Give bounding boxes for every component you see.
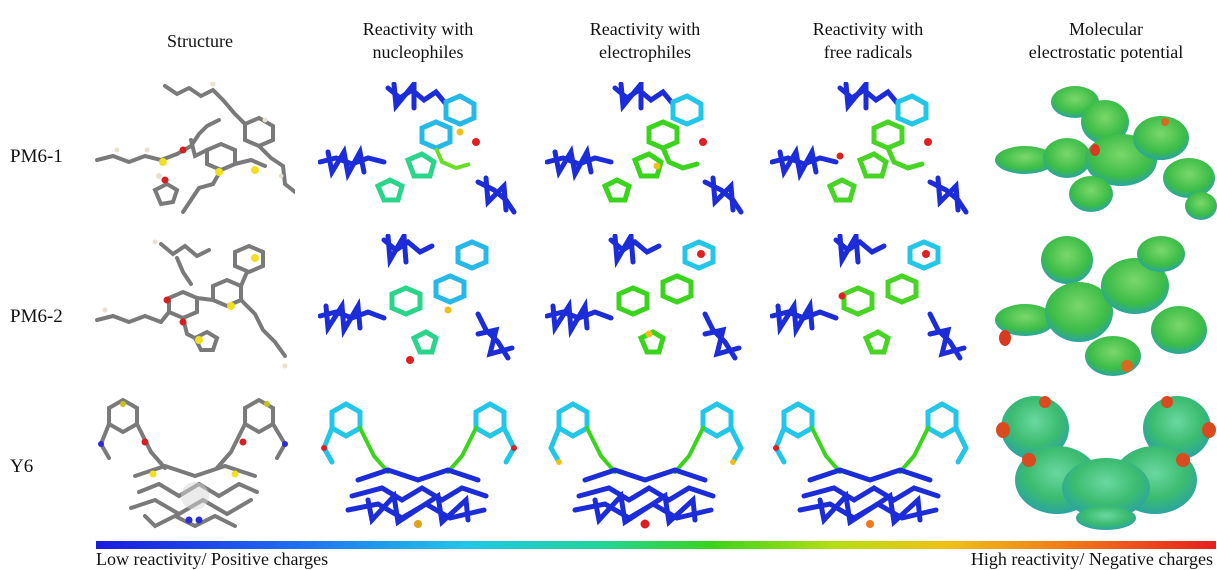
column-header-line: electrophiles: [599, 42, 691, 62]
column-header-line: Reactivity with: [812, 19, 924, 39]
column-header-line: nucleophiles: [372, 42, 464, 62]
molecule-structure-graphic: [95, 81, 295, 214]
column-header-mep: Molecular electrostatic potential: [995, 18, 1217, 64]
column-header-line: Reactivity with: [589, 19, 701, 39]
radical-reactivity-map-pm6-2: [770, 234, 970, 379]
column-header-line: free radicals: [823, 42, 913, 62]
reactivity-map-graphic: [548, 401, 744, 529]
radical-reactivity-map-pm6-1: [770, 82, 970, 222]
column-header-structure: Structure: [120, 30, 280, 53]
electrostatic-potential-map-y6: [995, 390, 1217, 530]
radical-reactivity-map-y6: [770, 400, 970, 530]
molecule-structure-graphic: [98, 397, 288, 529]
electrostatic-potential-map-pm6-1: [995, 82, 1217, 224]
column-header-radicals: Reactivity with free radicals: [768, 18, 968, 64]
electrostatic-surface-graphic: [995, 86, 1217, 220]
electrostatic-surface-graphic: [995, 236, 1207, 376]
nucleophile-reactivity-map-pm6-2: [318, 234, 518, 379]
column-header-line: Structure: [167, 31, 233, 51]
column-header-line: Molecular: [1069, 19, 1143, 39]
row-label-y6: Y6: [10, 456, 34, 477]
reactivity-map-graphic: [770, 82, 969, 215]
column-header-electrophiles: Reactivity with electrophiles: [545, 18, 745, 64]
nucleophile-reactivity-map-pm6-1: [318, 82, 518, 222]
electrophile-reactivity-map-y6: [545, 400, 745, 530]
scale-label-high: High reactivity/ Negative charges: [970, 549, 1213, 569]
electrophile-reactivity-map-pm6-1: [545, 82, 745, 222]
scale-label-low: Low reactivity/ Positive charges: [96, 549, 329, 569]
color-scale-bar: [96, 541, 1216, 549]
electrostatic-potential-map-pm6-2: [995, 230, 1217, 380]
reactivity-map-graphic: [318, 82, 517, 215]
column-header-line: electrostatic potential: [1028, 42, 1184, 62]
electrostatic-surface-graphic: [996, 396, 1216, 530]
electrophile-reactivity-map-pm6-2: [545, 234, 745, 379]
row-label-pm6-2: PM6-2: [10, 306, 63, 327]
column-header-line: Reactivity with: [362, 19, 474, 39]
column-header-nucleophiles: Reactivity with nucleophiles: [318, 18, 518, 64]
reactivity-map-graphic: [773, 401, 969, 528]
structure-image-pm6-1: [95, 80, 295, 220]
reactivity-map-graphic: [318, 234, 515, 364]
reactivity-map-graphic: [545, 234, 742, 361]
nucleophile-reactivity-map-y6: [318, 400, 518, 530]
structure-image-pm6-2: [95, 238, 295, 378]
molecule-structure-graphic: [95, 239, 288, 369]
reactivity-map-graphic: [770, 234, 967, 361]
structure-image-y6: [95, 396, 295, 530]
row-label-pm6-1: PM6-1: [10, 146, 63, 167]
reactivity-map-graphic: [321, 401, 517, 528]
reactivity-map-graphic: [545, 82, 744, 215]
